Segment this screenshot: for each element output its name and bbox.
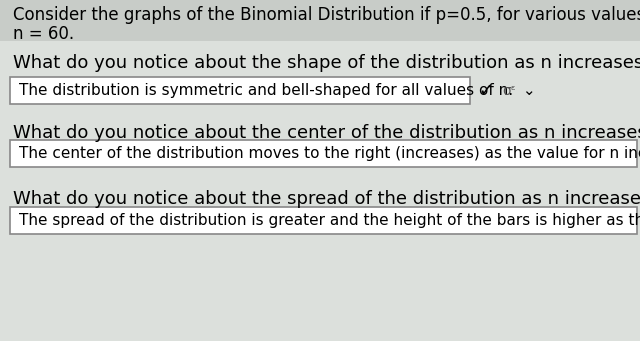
Text: The spread of the distribution is greater and the height of the bars is higher a: The spread of the distribution is greate… xyxy=(19,213,640,228)
FancyBboxPatch shape xyxy=(10,77,470,104)
FancyBboxPatch shape xyxy=(10,207,637,234)
Text: Consider the graphs of the Binomial Distribution if p=0.5, for various values: Consider the graphs of the Binomial Dist… xyxy=(13,6,640,24)
Text: n = 60.: n = 60. xyxy=(13,25,74,43)
Text: What do you notice about the shape of the distribution as n increases?: What do you notice about the shape of th… xyxy=(13,54,640,72)
FancyBboxPatch shape xyxy=(0,0,640,41)
Text: ✓: ✓ xyxy=(479,82,494,100)
Text: The center of the distribution moves to the right (increases) as the value for n: The center of the distribution moves to … xyxy=(19,146,640,161)
Text: What do you notice about the center of the distribution as n increases?: What do you notice about the center of t… xyxy=(13,124,640,142)
Text: σᵋ: σᵋ xyxy=(502,84,516,98)
FancyBboxPatch shape xyxy=(10,140,637,167)
Text: The distribution is symmetric and bell-shaped for all values of n.  ⌄: The distribution is symmetric and bell-s… xyxy=(19,83,536,98)
Text: What do you notice about the spread of the distribution as n increases?: What do you notice about the spread of t… xyxy=(13,191,640,208)
